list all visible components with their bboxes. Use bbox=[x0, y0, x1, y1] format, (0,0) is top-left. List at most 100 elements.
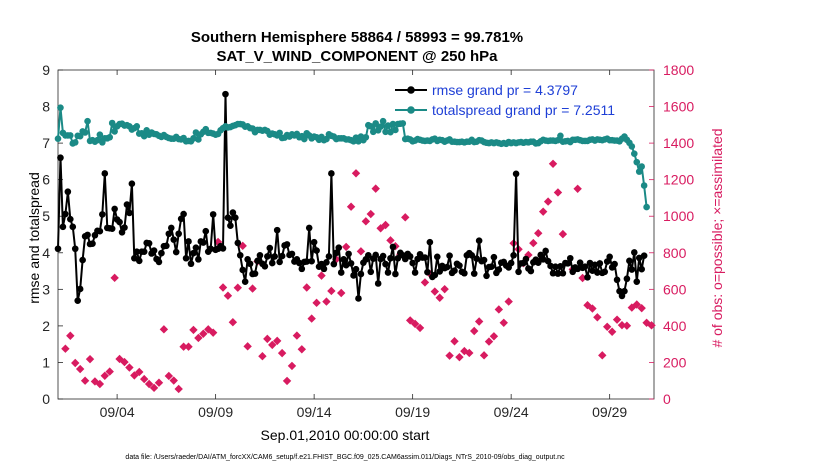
assimilated-obs-point bbox=[277, 348, 287, 358]
assimilated-obs-point bbox=[189, 325, 198, 335]
assimilated-obs-point bbox=[71, 358, 80, 368]
rmse-point bbox=[167, 224, 175, 232]
y-tick-label-left: 1 bbox=[42, 354, 50, 370]
totalspread-point bbox=[57, 104, 64, 111]
rmse-point bbox=[552, 263, 559, 270]
rmse-point bbox=[96, 227, 104, 235]
y-tick-label-right: 400 bbox=[663, 318, 687, 334]
assimilated-obs-point bbox=[529, 238, 538, 248]
y-tick-label-right: 1800 bbox=[663, 62, 694, 78]
assimilated-obs-point bbox=[455, 352, 464, 362]
rmse-point bbox=[638, 265, 645, 273]
assimilated-obs-point bbox=[199, 329, 208, 338]
assimilated-obs-point bbox=[386, 236, 395, 245]
rmse-point bbox=[409, 259, 416, 267]
assimilated-obs-point bbox=[415, 323, 425, 333]
rmse-point bbox=[512, 170, 520, 178]
rmse-point bbox=[246, 260, 254, 268]
rmse-point bbox=[635, 254, 643, 262]
rmse-point bbox=[332, 249, 340, 257]
assimilated-obs-point bbox=[474, 317, 484, 326]
assimilated-obs-point bbox=[371, 184, 380, 193]
rmse-point bbox=[640, 252, 648, 260]
assimilated-obs-point bbox=[361, 217, 371, 226]
rmse-point bbox=[128, 180, 136, 187]
rmse-point bbox=[273, 226, 281, 234]
assimilated-obs-point bbox=[543, 197, 553, 206]
rmse-point bbox=[62, 210, 69, 218]
assimilated-obs-point bbox=[617, 320, 627, 330]
rmse-point bbox=[170, 236, 178, 243]
assimilated-obs-point bbox=[470, 326, 479, 336]
assimilated-obs-point bbox=[258, 352, 267, 361]
assimilated-obs-point bbox=[612, 315, 622, 324]
rmse-point bbox=[69, 223, 77, 231]
assimilated-obs-point bbox=[135, 367, 144, 377]
totalspread-point bbox=[638, 163, 645, 170]
rmse-point bbox=[394, 254, 402, 262]
rmse-point bbox=[367, 268, 375, 276]
legend-marker-totalspread bbox=[407, 106, 415, 114]
y-tick-label-right: 1600 bbox=[663, 99, 694, 115]
totalspread-point bbox=[94, 136, 101, 144]
rmse-point bbox=[559, 269, 567, 277]
rmse-point bbox=[628, 266, 636, 273]
rmse-point bbox=[79, 256, 86, 264]
rmse-point bbox=[67, 215, 74, 223]
assimilated-obs-point bbox=[228, 318, 238, 327]
assimilated-obs-point bbox=[465, 348, 474, 358]
assimilated-obs-point bbox=[120, 357, 129, 367]
rmse-point bbox=[192, 244, 200, 251]
totalspread-point bbox=[195, 136, 202, 143]
rmse-point bbox=[337, 269, 345, 276]
rmse-point bbox=[219, 245, 227, 252]
assimilated-obs-point bbox=[420, 278, 430, 287]
totalspread-point bbox=[640, 182, 648, 189]
assimilated-obs-point bbox=[85, 354, 95, 364]
y-axis-label-left: rmse and totalspread bbox=[26, 172, 42, 304]
assimilated-obs-point bbox=[100, 371, 109, 380]
rmse-point bbox=[613, 276, 621, 284]
totalspread-point bbox=[389, 120, 397, 128]
rmse-point bbox=[328, 170, 335, 177]
rmse-point bbox=[473, 255, 480, 262]
chart-title: Southern Hemisphere 58864 / 58993 = 99.7… bbox=[191, 29, 523, 46]
assimilated-obs-point bbox=[322, 297, 331, 306]
rmse-point bbox=[195, 256, 202, 263]
rmse-point bbox=[111, 205, 118, 213]
assimilated-obs-point bbox=[440, 284, 449, 294]
rmse-point bbox=[163, 242, 170, 250]
rmse-point bbox=[426, 238, 434, 246]
rmse-point bbox=[522, 255, 530, 263]
rmse-point bbox=[54, 245, 62, 253]
rmse-point bbox=[135, 257, 143, 265]
assimilated-obs-point bbox=[125, 363, 134, 372]
rmse-point bbox=[180, 210, 187, 218]
rmse-point bbox=[207, 245, 214, 253]
assimilated-obs-point bbox=[169, 376, 178, 385]
rmse-point bbox=[57, 154, 64, 162]
totalspread-point bbox=[630, 150, 638, 158]
rmse-point bbox=[596, 260, 604, 267]
assimilated-obs-point bbox=[61, 344, 70, 353]
totalspread-point bbox=[133, 122, 141, 130]
totalspread-point bbox=[108, 119, 116, 127]
assimilated-obs-point bbox=[139, 374, 149, 384]
y-tick-label-left: 4 bbox=[42, 245, 50, 261]
totalspread-point bbox=[190, 135, 197, 142]
rmse-point bbox=[633, 278, 641, 285]
rmse-point bbox=[89, 240, 96, 247]
assimilated-obs-point bbox=[66, 331, 75, 340]
totalspread-point bbox=[54, 135, 62, 143]
rmse-point bbox=[200, 239, 207, 246]
x-tick-label: 09/04 bbox=[100, 404, 135, 420]
totalspread-point bbox=[628, 143, 636, 150]
totalspread-point bbox=[106, 133, 114, 141]
rmse-point bbox=[227, 222, 234, 230]
totalspread-point bbox=[557, 132, 564, 140]
rmse-point bbox=[155, 258, 163, 266]
x-tick-label: 09/29 bbox=[592, 404, 627, 420]
assimilated-obs-point bbox=[341, 242, 351, 252]
rmse-point bbox=[268, 259, 276, 267]
legend-label-rmse: rmse grand pr = 4.3797 bbox=[432, 82, 578, 98]
